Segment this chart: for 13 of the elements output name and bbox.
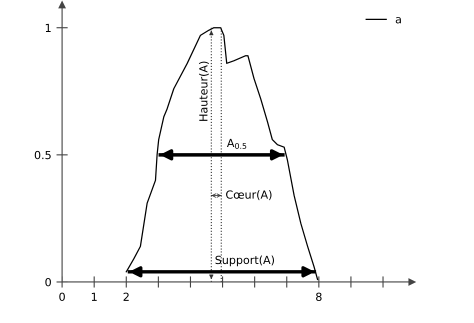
ref-line-label: A$_{0.5}$ <box>226 138 246 149</box>
ref-line-label: Cœur(A) <box>226 190 272 200</box>
y-tick-label: 0 <box>45 278 51 286</box>
x-tick-label: 8 <box>316 292 322 301</box>
x-tick-label: 1 <box>92 292 97 301</box>
line-series <box>126 27 318 280</box>
ref-line-label: Hauteur(A) <box>198 62 209 121</box>
x-tick-label: 2 <box>124 292 129 301</box>
y-tick-label: 0.5 <box>34 150 51 160</box>
legend-label: a <box>396 17 401 24</box>
ref-line-label: Support(A) <box>216 256 274 266</box>
y-tick-label: 1 <box>46 24 51 32</box>
x-tick-label: 0 <box>59 292 65 301</box>
